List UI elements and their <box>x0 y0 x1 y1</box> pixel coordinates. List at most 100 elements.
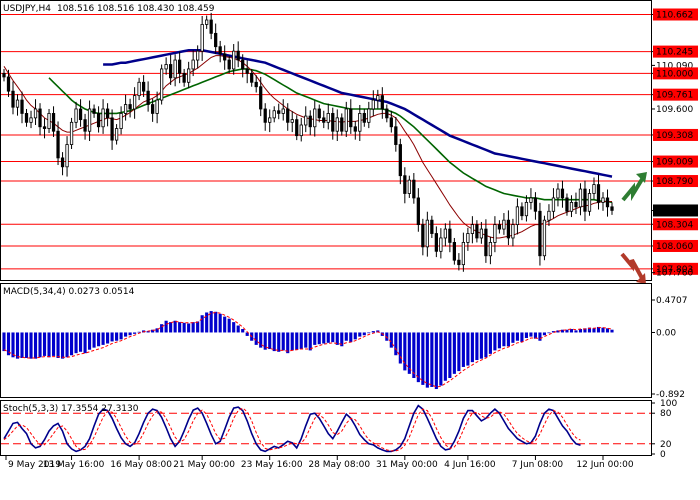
candle-body <box>376 95 380 101</box>
macd-bar <box>461 332 465 367</box>
macd-bar <box>515 332 519 341</box>
candle-body <box>105 108 110 119</box>
macd-bar <box>520 332 524 343</box>
candle-body <box>349 108 353 128</box>
macd-bar <box>106 332 110 344</box>
macd-bar <box>146 331 150 333</box>
price-level-tag <box>653 8 698 21</box>
candle-body <box>160 68 164 101</box>
candle-body <box>484 228 488 257</box>
candle-body <box>304 115 308 126</box>
candle-body <box>538 210 542 257</box>
symbol-label: USDJPY,H4 <box>3 4 51 14</box>
candle-body <box>335 117 339 132</box>
macd-bar <box>245 332 249 336</box>
price-level-tag <box>653 45 698 58</box>
macd-bar <box>403 332 407 371</box>
candlesticks <box>2 12 614 272</box>
macd-bar <box>313 332 317 345</box>
macd-bar <box>610 329 614 333</box>
price-tick-label: 108.790 <box>656 177 693 187</box>
candle-body <box>587 193 592 212</box>
ohlc-readout: 108.516 108.516 108.430 108.459 <box>57 4 215 14</box>
stoch-tick-label: 80 <box>660 409 672 419</box>
candle-body <box>187 68 191 83</box>
price-level-tag <box>653 67 698 80</box>
candle-body <box>191 59 195 70</box>
current-price-label: 108.459 <box>656 206 693 216</box>
macd-bar <box>493 332 497 351</box>
macd-panel[interactable]: 0.4707 0.00 -0.892 MACD(5,34,4) 0.0273 0.0… <box>0 283 688 401</box>
macd-bar <box>92 332 96 348</box>
candle-body <box>583 188 587 212</box>
macd-bar <box>344 332 348 341</box>
candle-body <box>290 119 294 123</box>
macd-bar <box>69 332 74 356</box>
candle-body <box>331 113 335 132</box>
macd-bar <box>470 332 474 363</box>
candle-body <box>497 224 502 230</box>
candle-body <box>389 117 393 128</box>
candle-body <box>407 179 411 194</box>
candle-body <box>385 108 389 119</box>
candle-body <box>443 228 447 239</box>
stoch-panel-frame <box>0 400 652 456</box>
macd-bar <box>538 332 542 341</box>
macd-bar <box>191 322 195 333</box>
stoch-lines <box>3 404 581 453</box>
candle-body <box>308 115 312 128</box>
macd-bar <box>304 332 308 348</box>
macd-bar <box>497 332 501 349</box>
macd-bar <box>227 318 231 333</box>
macd-bar <box>322 332 326 344</box>
candle-body <box>119 113 123 129</box>
macd-bar <box>529 332 533 337</box>
macd-bar <box>223 316 227 333</box>
macd-bar <box>115 332 119 341</box>
price-tick-label: 110.090 <box>656 61 693 71</box>
macd-bar <box>33 332 38 359</box>
time-tick-label: 9 May 2019 <box>8 460 61 470</box>
macd-bar <box>128 332 132 336</box>
candle-body <box>223 53 227 61</box>
macd-bar <box>74 332 78 354</box>
candle-body <box>403 175 407 194</box>
macd-bar <box>371 331 375 333</box>
candle-body <box>169 64 173 79</box>
candle-body <box>128 104 132 110</box>
candle-body <box>371 99 375 110</box>
macd-bar <box>182 322 186 333</box>
candle-body <box>569 201 574 212</box>
macd-bar <box>601 327 605 333</box>
candle-body <box>340 117 344 132</box>
candle-body <box>259 86 263 110</box>
candle-body <box>425 219 429 248</box>
stoch-tick-label: 20 <box>660 440 672 450</box>
candle-body <box>263 108 267 123</box>
candle-body <box>556 188 560 199</box>
macd-bar <box>173 320 177 333</box>
candle-body <box>362 113 366 123</box>
time-tick-label: 7 Jun 08:00 <box>512 460 564 470</box>
macd-bar <box>137 331 141 333</box>
candle-body <box>47 113 51 129</box>
macd-bar <box>110 332 114 342</box>
candle-body <box>2 72 6 78</box>
stoch-title: Stoch(5,3,3) 17.3554 27.3130 <box>3 404 139 414</box>
candle-body <box>578 188 583 208</box>
price-level-tag <box>653 128 698 141</box>
macd-bar <box>394 332 398 356</box>
candle-body <box>146 90 150 105</box>
candle-body <box>412 179 416 199</box>
price-tick-label: 108.304 <box>656 220 693 230</box>
macd-bar <box>290 332 294 351</box>
time-tick-label: 13 May 16:00 <box>43 460 105 470</box>
candle-body <box>205 19 209 25</box>
time-tick-label: 31 May 00:00 <box>376 460 438 470</box>
stoch-signal-line <box>3 407 581 452</box>
macd-bar <box>78 332 83 352</box>
